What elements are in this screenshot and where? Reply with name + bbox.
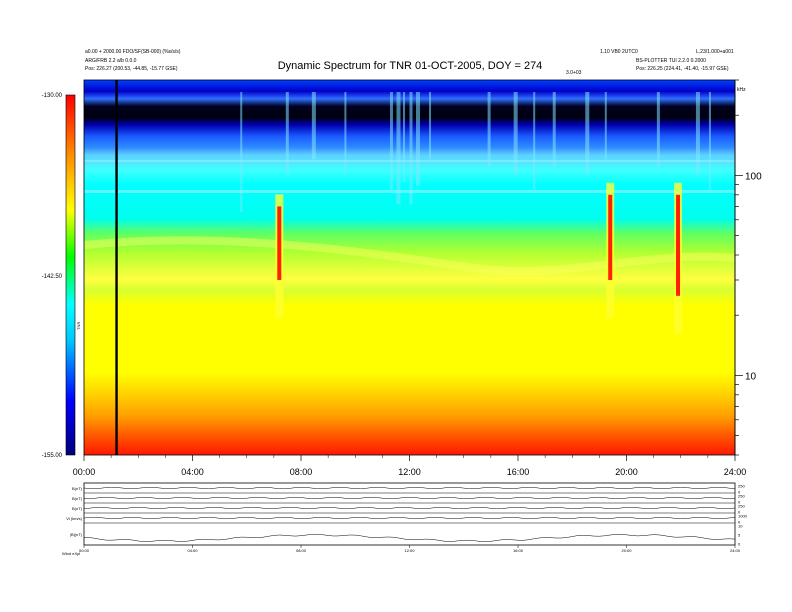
panel-trace [83,516,736,520]
panel-label: |B|(nT) [70,532,83,537]
panel-time-label: 04:00 [187,548,198,553]
texture-band [84,190,735,193]
colorbar-axis-label: TNR [76,322,81,330]
time-axis: 00:00 04:00 08:00 12:00 16:00 20:00 24:00 [73,455,747,477]
panel-right-tick: 0 [738,510,741,515]
header-right-line2: L.23/1.000+a001 [696,49,734,55]
panel-right-tick: 0 [738,500,741,505]
colorbar-top-label: -130.00 [42,93,63,99]
texture-band [83,236,736,276]
panel-trace [83,533,736,542]
panel-trace [83,496,736,500]
time-tick-label: 12:00 [398,467,421,477]
time-tick-label: 20:00 [615,467,638,477]
colorbar-mid-label: -142.50 [42,274,63,280]
time-tick-label: 04:00 [181,467,204,477]
right-unit-label: kHz [737,87,746,93]
panel-time-label: 00:00 [79,548,90,553]
time-tick-label: 00:00 [73,467,96,477]
panel-label: B(nT) [72,496,83,501]
texture-streak [416,92,421,186]
panel-trace [83,506,736,510]
panel-right-tick: 0 [738,542,741,547]
footer-label: Wind eXpl [62,551,80,556]
spectrogram-features [83,80,736,455]
data-gap-line [115,80,118,455]
texture-streak [311,92,316,160]
texture-streak [552,92,556,167]
emission-core [608,194,613,280]
texture-streak [402,92,405,182]
panel-right-tick: 10 [738,524,743,529]
panel-right-tick: 250 [738,484,745,489]
panel-label: B(nT) [72,506,83,511]
header-left-line1: a0.00 + 2000.00 FDO/SF(SB-000) (%s/s/s) [85,49,181,55]
spectrogram [83,79,736,456]
texture-streak [285,92,289,175]
header-right-line3: BS-PLOTTER TUI 2.2.0 0.2000 [636,58,706,64]
texture-streak [695,92,700,175]
panel-label: B(nT) [72,486,83,491]
header-right-line4: Pos: 226.25 (224.41, -41.40, -15.97 GSE) [636,66,729,72]
texture-streak [429,92,432,160]
panel-time-label: 24:00 [730,548,741,553]
texture-streak [487,92,491,167]
texture-band [84,160,735,162]
panel-time-label: 16:00 [513,548,524,553]
texture-streak [396,92,401,205]
emission-core [676,194,681,296]
panel-right-tick: 1000 [738,514,748,519]
texture-streak [533,92,536,190]
texture-streak [344,92,347,175]
emission-core [277,206,282,280]
texture-streak [240,92,243,212]
panel-right-tick: 0 [738,520,741,525]
panel-label: Vi (km/s) [66,516,82,521]
texture-streak [656,92,660,167]
texture-streak [708,92,711,190]
texture-streak [585,92,590,175]
header-left-line3: Pos: 226.27 (200.53, -44.85, -15.77 GSE) [85,66,178,72]
panel-time-label: 20:00 [621,548,632,553]
texture-streak [389,92,393,190]
header-center-small: 3.0+03 [566,70,582,76]
panel-right-tick: 250 [738,494,745,499]
panel-time-label: 08:00 [296,548,307,553]
panel-time-label: 12:00 [404,548,415,553]
time-tick-label: 16:00 [507,467,530,477]
frequency-axis: 10 100 [734,79,762,456]
panel-right-tick: 0 [738,490,741,495]
panel-trace [83,486,736,490]
texture-streak [604,92,607,160]
panel-right-tick: 5 [738,533,741,538]
frequency-tick-label: 10 [745,371,757,382]
texture-streak [409,92,413,205]
colorbar [65,94,76,456]
chart-title: Dynamic Spectrum for TNR 01-OCT-2005, DO… [278,60,543,72]
colorbar-bottom-label: -155.00 [42,453,63,459]
texture-streak [513,92,518,175]
frequency-tick-label: 100 [745,171,762,182]
header-right-line1: 1.10 VB0 2UTC0 [600,49,638,55]
time-tick-label: 08:00 [290,467,313,477]
panel-right-tick: 250 [738,504,745,509]
time-tick-label: 24:00 [724,467,747,477]
header-left-line2: ARG/FRB 2.2 a/b 0.0.0 [85,58,137,64]
